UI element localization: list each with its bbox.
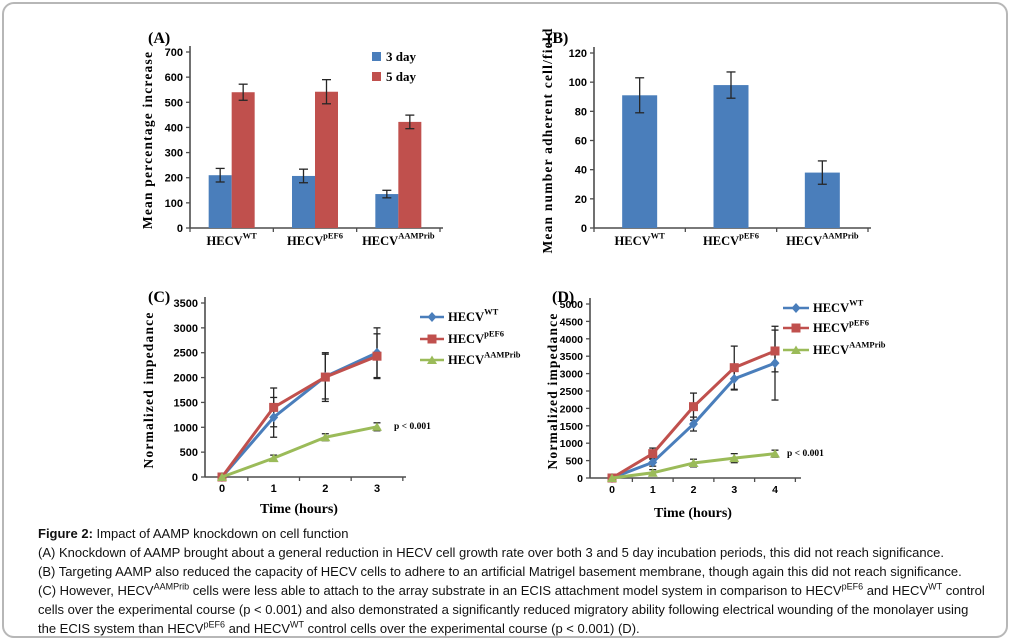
svg-text:2500: 2500	[174, 348, 198, 360]
svg-text:3500: 3500	[560, 351, 584, 363]
svg-text:20: 20	[575, 194, 587, 206]
panel-a-growth-bar-chart: 0 100 200 300 400 500 600 700 Mean percentage in…	[128, 18, 488, 273]
svg-text:4: 4	[772, 484, 778, 496]
svg-text:Time (hours): Time (hours)	[654, 506, 732, 521]
svg-text:Normalized impedance: Normalized impedance	[545, 312, 560, 469]
svg-text:1500: 1500	[174, 397, 198, 409]
panel-b-chart-svg: 0 20 40 60 80 100 120 Mean number adherent cell…	[540, 27, 871, 254]
svg-text:0: 0	[609, 484, 615, 496]
svg-text:2000: 2000	[560, 403, 584, 415]
svg-text:120: 120	[569, 48, 587, 60]
panel-c-attachment-line-chart: 0 500 1000 1500 2000 2500 3000 3500 Normalized i…	[128, 280, 558, 540]
svg-text:5 day: 5 day	[386, 69, 416, 84]
svg-text:2: 2	[691, 484, 697, 496]
svg-text:HECVpEF6: HECVpEF6	[703, 231, 759, 248]
caption-title-text: Impact of AAMP knockdown on cell functio…	[92, 526, 349, 541]
svg-text:HECVWT: HECVWT	[448, 307, 499, 324]
panel-b-adhesion-bar-chart: 0 20 40 60 80 100 120 Mean number adherent cell…	[505, 18, 905, 273]
svg-text:HECVAAMPrib: HECVAAMPrib	[786, 231, 859, 248]
svg-text:5000: 5000	[560, 299, 584, 311]
svg-text:0: 0	[219, 483, 225, 495]
svg-text:0: 0	[177, 223, 183, 235]
svg-text:(C): (C)	[148, 289, 170, 306]
svg-text:2500: 2500	[560, 386, 584, 398]
caption-line-c3: the ECIS system than HECVpEF6 and HECVWT…	[38, 619, 640, 636]
svg-text:0: 0	[581, 223, 587, 235]
panel-a-chart-svg: 0 100 200 300 400 500 600 700 Mean percentage in…	[140, 30, 443, 248]
svg-text:600: 600	[165, 72, 183, 84]
svg-text:HECVAAMPrib: HECVAAMPrib	[448, 350, 521, 367]
caption-line-c1: (C) However, HECVAAMPrib cells were less…	[38, 581, 985, 598]
svg-text:p < 0.001: p < 0.001	[787, 449, 824, 459]
svg-text:0: 0	[192, 472, 198, 484]
svg-text:(D): (D)	[552, 289, 574, 306]
svg-text:HECVWT: HECVWT	[207, 231, 258, 248]
svg-text:400: 400	[165, 122, 183, 134]
svg-text:2: 2	[322, 483, 328, 495]
svg-text:4500: 4500	[560, 316, 584, 328]
caption-line-b: (B) Targeting AAMP also reduced the capa…	[38, 564, 962, 579]
svg-text:3000: 3000	[560, 369, 584, 381]
svg-text:1000: 1000	[560, 438, 584, 450]
svg-text:300: 300	[165, 148, 183, 160]
panel-d-migration-line-chart: 0 500 1000 1500 2000 2500 3000 3500 4000 4500 5000…	[545, 280, 1011, 540]
svg-text:100: 100	[569, 77, 587, 89]
caption-figure-label: Figure 2:	[38, 526, 93, 541]
svg-text:1500: 1500	[560, 421, 584, 433]
svg-text:HECVpEF6: HECVpEF6	[813, 318, 869, 335]
svg-text:1: 1	[650, 484, 656, 496]
svg-text:500: 500	[565, 456, 583, 468]
svg-text:Mean percentage increase: Mean percentage increase	[140, 51, 155, 229]
svg-text:0: 0	[577, 473, 583, 485]
svg-text:200: 200	[165, 173, 183, 185]
panel-c-chart-svg: 0 500 1000 1500 2000 2500 3000 3500 Normalized i…	[141, 289, 521, 517]
svg-text:500: 500	[180, 447, 198, 459]
svg-text:3 day: 3 day	[386, 49, 416, 64]
svg-text:Time (hours): Time (hours)	[260, 502, 338, 517]
svg-text:40: 40	[575, 165, 587, 177]
svg-text:80: 80	[575, 106, 587, 118]
svg-text:HECVWT: HECVWT	[813, 298, 864, 315]
svg-text:Mean number adherent cell/fiel: Mean number adherent cell/field	[540, 27, 555, 253]
panel-d-chart-svg: 0 500 1000 1500 2000 2500 3000 3500 4000 4500 5000…	[545, 289, 886, 521]
svg-text:60: 60	[575, 136, 587, 148]
caption-line-a: (A) Knockdown of AAMP brought about a ge…	[38, 545, 944, 560]
svg-text:Normalized impedance: Normalized impedance	[141, 311, 156, 468]
svg-text:3000: 3000	[174, 323, 198, 335]
svg-text:(A): (A)	[148, 30, 170, 47]
svg-text:3: 3	[731, 484, 737, 496]
caption-title-line: Figure 2: Impact of AAMP knockdown on ce…	[38, 524, 998, 543]
svg-text:HECVAAMPrib: HECVAAMPrib	[362, 231, 435, 248]
svg-text:(B): (B)	[547, 30, 568, 47]
figure-caption: Figure 2: Impact of AAMP knockdown on ce…	[38, 524, 998, 638]
svg-text:4000: 4000	[560, 334, 584, 346]
svg-text:HECVWT: HECVWT	[615, 231, 666, 248]
svg-text:500: 500	[165, 97, 183, 109]
svg-text:p < 0.001: p < 0.001	[394, 422, 431, 432]
svg-text:3: 3	[374, 483, 380, 495]
svg-text:3500: 3500	[174, 298, 198, 310]
svg-text:100: 100	[165, 198, 183, 210]
svg-text:HECVpEF6: HECVpEF6	[448, 329, 504, 346]
svg-text:2000: 2000	[174, 373, 198, 385]
svg-text:700: 700	[165, 47, 183, 59]
svg-text:1: 1	[271, 483, 277, 495]
svg-text:HECVAAMPrib: HECVAAMPrib	[813, 340, 886, 357]
caption-line-c2: cells over the experimental course (p < …	[38, 602, 969, 617]
svg-text:1000: 1000	[174, 422, 198, 434]
svg-text:HECVpEF6: HECVpEF6	[287, 231, 343, 248]
